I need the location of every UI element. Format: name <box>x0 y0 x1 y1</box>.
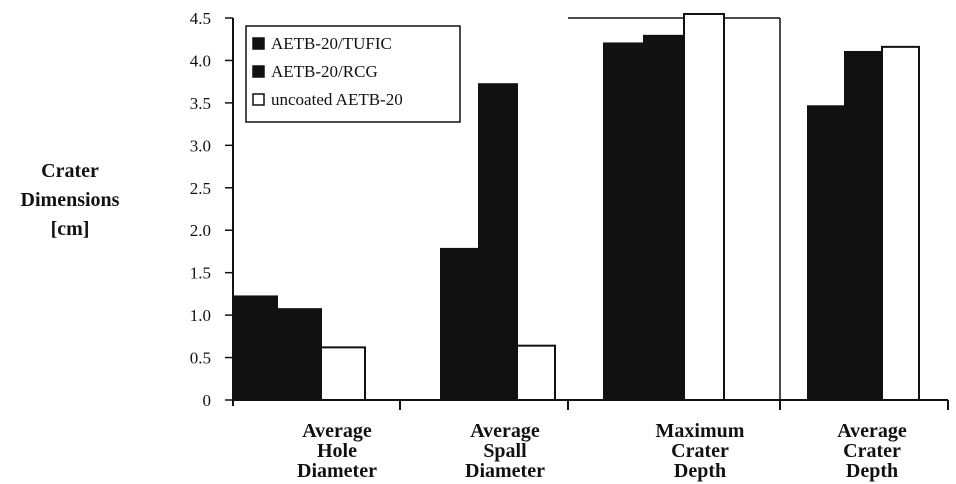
y-tick-label: 2.5 <box>190 179 211 198</box>
bar-3-4 <box>881 45 920 402</box>
bar-1-3 <box>603 42 645 401</box>
y-tick-label: 2.0 <box>190 221 211 240</box>
y-axis-ticks: 0 0.5 1.0 1.5 2.0 2.5 3.0 3.5 4.0 4.5 <box>190 9 233 410</box>
x-category-label-line: Diameter <box>465 460 545 482</box>
legend: AETB-20/TUFIC AETB-20/RCG uncoated AETB-20 <box>245 25 461 123</box>
y-axis-label-line: Dimensions <box>21 189 120 211</box>
x-category-label-line: Hole <box>317 440 357 462</box>
bar-3-2 <box>516 344 556 401</box>
y-tick-label: 3.0 <box>190 136 211 155</box>
x-category-label-line: Crater <box>843 440 901 462</box>
y-tick-label: 3.5 <box>190 94 211 113</box>
x-category-label-line: Maximum <box>656 420 745 442</box>
bar-3-1 <box>320 346 366 402</box>
legend-swatch <box>252 65 265 78</box>
legend-swatch <box>252 37 265 50</box>
legend-entry-label: uncoated AETB-20 <box>271 90 403 109</box>
y-tick-label: 4.0 <box>190 51 211 70</box>
x-category-label-line: Diameter <box>297 460 377 482</box>
y-axis-label-line: [cm] <box>51 218 90 240</box>
bar-1-2 <box>440 247 480 401</box>
bar-2-2 <box>478 83 518 401</box>
bar-3-3 <box>683 13 725 401</box>
legend-box <box>245 25 461 123</box>
y-tick-label: 0 <box>203 391 212 410</box>
x-axis-ticks <box>399 400 949 410</box>
x-category-label-line: Depth <box>674 460 726 482</box>
bars <box>232 13 920 402</box>
bar-2-1 <box>276 308 322 401</box>
y-axis-label: Crater Dimensions [cm] <box>21 160 120 240</box>
y-tick-label: 0.5 <box>190 349 211 368</box>
x-category-label-line: Depth <box>846 460 898 482</box>
legend-entry-label: AETB-20/RCG <box>271 62 378 81</box>
legend-entry-label: AETB-20/TUFIC <box>271 34 392 53</box>
x-category-label-line: Average <box>302 420 372 442</box>
bar-2-4 <box>844 50 883 401</box>
x-category-label-line: Crater <box>671 440 729 462</box>
y-axis-label-line: Crater <box>41 160 99 182</box>
y-tick-label: 1.5 <box>190 264 211 283</box>
y-tick-label: 4.5 <box>190 9 211 28</box>
bar-1-4 <box>807 105 846 401</box>
x-category-label-line: Spall <box>483 440 527 462</box>
x-category-label-line: Average <box>470 420 540 442</box>
x-category-label-line: Average <box>837 420 907 442</box>
legend-swatch <box>252 93 265 106</box>
bar-1-1 <box>232 295 278 401</box>
x-axis-labels: AverageHoleDiameterAverageSpallDiameterM… <box>297 420 907 482</box>
y-tick-label: 1.0 <box>190 306 211 325</box>
bar-2-3 <box>643 34 685 402</box>
